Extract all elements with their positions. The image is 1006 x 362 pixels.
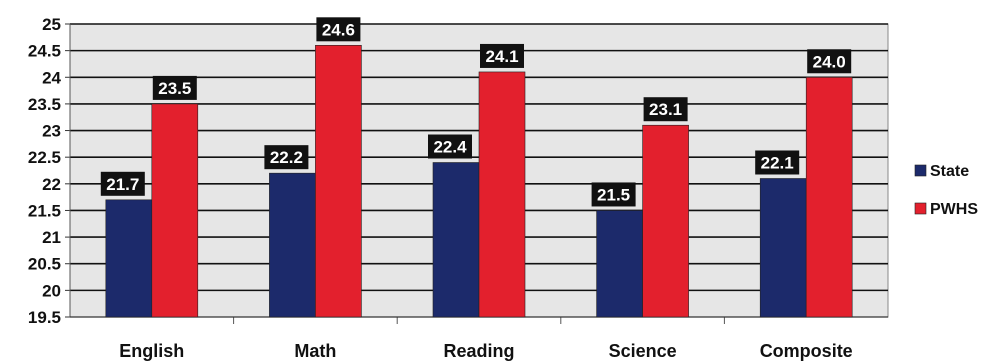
data-label: 22.4 — [433, 138, 467, 157]
data-label: 21.5 — [597, 185, 630, 204]
bar-state-reading — [432, 162, 480, 318]
bar-state-composite — [759, 178, 807, 318]
data-label: 22.2 — [270, 148, 303, 167]
data-label: 24.1 — [485, 47, 518, 66]
y-tick-label: 21.5 — [28, 201, 61, 220]
bar-pwhs-math — [315, 45, 362, 318]
bar-pwhs-composite — [805, 76, 853, 318]
x-category-label: Composite — [760, 341, 853, 361]
bar-state-english — [105, 199, 153, 318]
x-category-label: Reading — [443, 341, 514, 361]
y-tick-label: 22.5 — [28, 148, 61, 167]
legend-swatch-pwhs — [914, 202, 927, 215]
y-tick-label: 22 — [42, 175, 61, 194]
legend: State PWHS — [914, 163, 978, 218]
y-tick-label: 23 — [42, 122, 61, 141]
data-label: 23.5 — [158, 79, 191, 98]
data-label-box — [643, 97, 688, 122]
x-category-label: Math — [294, 341, 336, 361]
data-label-box — [807, 49, 852, 74]
data-label: 22.1 — [761, 153, 794, 172]
data-label: 23.1 — [649, 100, 682, 119]
data-label-box — [755, 150, 800, 175]
bar-pwhs-reading — [478, 71, 526, 318]
bar-state-math — [269, 172, 316, 318]
y-tick-label: 25 — [42, 15, 61, 34]
data-labels: 21.7 23.5 22.2 24.6 22.4 24.1 21.5 23.1 22.1 24.0 — [100, 17, 852, 207]
y-tick-label: 23.5 — [28, 95, 61, 114]
y-tick-label: 24.5 — [28, 42, 61, 61]
data-label: 24.6 — [322, 20, 355, 39]
x-category-label: Science — [609, 341, 677, 361]
data-label: 24.0 — [813, 52, 846, 71]
data-label-box — [316, 17, 361, 42]
data-label-box — [480, 43, 524, 68]
data-label-box — [591, 182, 636, 207]
data-label-box — [428, 134, 472, 159]
data-label-box — [152, 75, 197, 100]
y-tick-label: 20 — [42, 281, 61, 300]
legend-label-pwhs: PWHS — [930, 201, 978, 218]
y-tick-label: 21 — [42, 228, 61, 247]
data-label: 21.7 — [106, 175, 139, 194]
x-category-label: English — [119, 341, 184, 361]
y-tick-label: 19.5 — [28, 308, 61, 327]
y-tick-label: 20.5 — [28, 255, 61, 274]
y-tick-label: 24 — [42, 68, 61, 87]
data-label-box — [264, 145, 309, 170]
legend-label-state: State — [930, 163, 969, 180]
bar-state-science — [596, 210, 643, 318]
legend-swatch-state — [914, 164, 927, 177]
bar-pwhs-science — [642, 124, 689, 318]
bar-pwhs-english — [151, 103, 199, 318]
data-label-box — [100, 171, 145, 196]
bars — [105, 45, 853, 318]
